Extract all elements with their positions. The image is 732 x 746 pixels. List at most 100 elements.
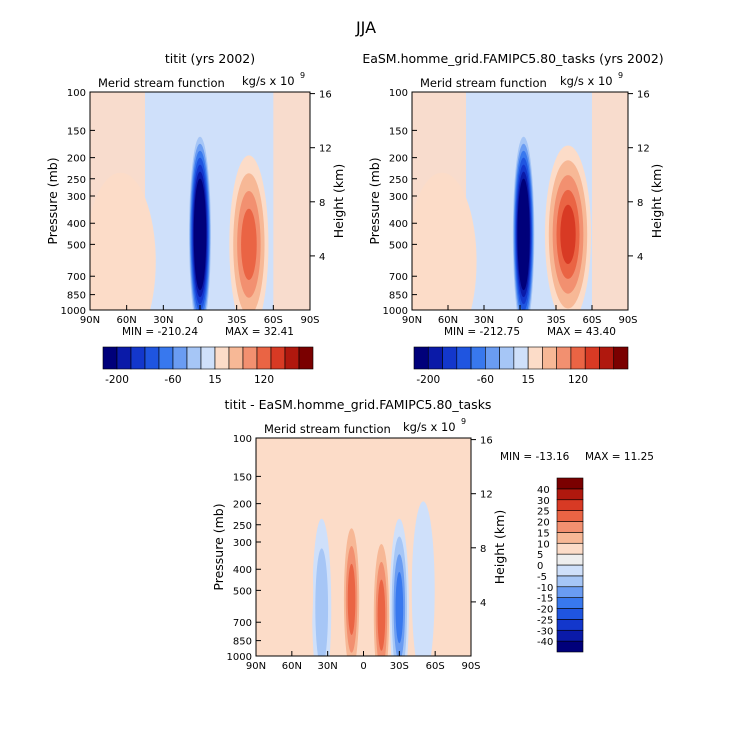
contour-region-positive (90, 172, 156, 310)
colorbar-tick-label: 10 (537, 539, 550, 550)
colorbar-swatch (256, 346, 272, 370)
y-tick-label: 400 (389, 219, 408, 230)
colorbar-tick-label: -20 (537, 605, 553, 616)
contour-field (90, 92, 310, 310)
y-axis-label: Pressure (mb) (45, 157, 60, 244)
y-tick-label: 250 (389, 175, 408, 186)
colorbar-tick-label: -200 (105, 374, 129, 386)
colorbar-tick-label: 25 (537, 507, 550, 518)
contour-region-negative (395, 572, 404, 644)
panel-2: EaSM.homme_grid.FAMIPC5.80_tasks (yrs 20… (362, 51, 664, 386)
figure-title: JJA (355, 18, 376, 37)
contour-region-positive (377, 579, 386, 651)
x-tick-label: 30N (153, 315, 173, 326)
colorbar-swatch (556, 532, 584, 544)
y-tick-label: 500 (67, 240, 86, 251)
y-right-tick-label: 12 (480, 490, 493, 501)
colorbar-tick-label: -10 (537, 583, 553, 594)
x-tick-label: 60S (264, 315, 283, 326)
y-right-tick-label: 16 (637, 90, 650, 101)
y-tick-label: 850 (389, 291, 408, 302)
x-tick-label: 60N (438, 315, 458, 326)
colorbar-tick-label: -25 (537, 615, 553, 626)
colorbar-swatch (556, 521, 584, 533)
colorbar-swatch (556, 510, 584, 522)
colorbar-swatch (413, 346, 429, 370)
x-tick-label: 90S (300, 315, 319, 326)
y-tick-label: 1000 (383, 306, 408, 317)
y-axis-label: Pressure (mb) (367, 157, 382, 244)
y-tick-label: 400 (233, 565, 252, 576)
colorbar-swatch (456, 346, 472, 370)
colorbar-swatch (556, 597, 584, 609)
colorbar-swatch (200, 346, 216, 370)
panel-title: titit (yrs 2002) (165, 51, 255, 66)
y-tick-label: 150 (67, 126, 86, 137)
units-exponent: 9 (618, 71, 623, 80)
colorbar-tick-label: 40 (537, 485, 550, 496)
contour-region-positive (282, 501, 314, 656)
y-right-tick-label: 12 (319, 144, 332, 155)
colorbar-tick-label: -60 (164, 374, 181, 386)
colorbar: -200 -60 15 120 (413, 346, 629, 386)
contour-region-positive (412, 172, 477, 310)
colorbar-swatch (242, 346, 258, 370)
x-tick-label: 60N (117, 315, 137, 326)
x-tick-label: 0 (517, 315, 523, 326)
y-tick-label: 200 (67, 154, 86, 165)
colorbar-swatch (556, 586, 584, 598)
max-label: MAX = 32.41 (225, 326, 294, 338)
min-label: MIN = -210.24 (122, 326, 198, 338)
x-tick-label: 90N (402, 315, 422, 326)
colorbar-swatch (284, 346, 300, 370)
y-tick-label: 850 (233, 637, 252, 648)
y-right-tick-label: 4 (637, 252, 643, 263)
x-tick-label: 30N (318, 661, 338, 672)
colorbar: -200 -60 15 120 (102, 346, 314, 386)
contour-region-negative (198, 220, 202, 249)
colorbar-tick-label: -60 (477, 374, 494, 386)
y-right-tick-label: 16 (480, 436, 493, 447)
colorbar-swatch (556, 640, 584, 653)
y-right-tick-label: 8 (480, 544, 486, 555)
background-field (435, 438, 471, 656)
background-field (592, 92, 628, 310)
colorbar-swatch (613, 346, 629, 370)
colorbar-swatch (556, 488, 584, 501)
colorbar-swatch (186, 346, 202, 370)
y-right-tick-label: 12 (637, 144, 650, 155)
y-tick-label: 500 (233, 586, 252, 597)
colorbar-swatch (556, 477, 584, 490)
x-tick-label: 30S (390, 661, 409, 672)
contour-region-negative (315, 548, 329, 656)
x-tick-label: 0 (360, 661, 366, 672)
y-tick-label: 400 (67, 219, 86, 230)
colorbar-swatch (499, 346, 515, 370)
y-tick-label: 700 (233, 618, 252, 629)
colorbar-swatch (556, 564, 584, 577)
y-tick-label: 1000 (61, 306, 86, 317)
min-label: MIN = -212.75 (444, 326, 520, 338)
colorbar-tick-label: 15 (537, 528, 550, 539)
y-tick-label: 700 (67, 272, 86, 283)
units-label: kg/s x 10 (242, 74, 295, 88)
y-right-axis-label: Height (km) (331, 164, 346, 238)
contour-field (412, 92, 628, 310)
y-tick-label: 1000 (227, 652, 252, 663)
y-tick-label: 300 (389, 192, 408, 203)
colorbar-swatch (556, 619, 584, 631)
colorbar-swatch (570, 346, 586, 370)
y-right-tick-label: 8 (637, 198, 643, 209)
max-label: MAX = 11.25 (585, 451, 654, 463)
x-tick-label: 90N (246, 661, 266, 672)
contour-region-positive (241, 208, 257, 280)
colorbar-swatch (214, 346, 230, 370)
colorbar-swatch (116, 346, 132, 370)
x-tick-label: 0 (197, 315, 203, 326)
colorbar-tick-label: -40 (537, 637, 553, 648)
y-tick-label: 700 (389, 272, 408, 283)
colorbar-swatch (599, 346, 615, 370)
x-tick-label: 30N (474, 315, 494, 326)
colorbar-swatch (556, 553, 584, 566)
